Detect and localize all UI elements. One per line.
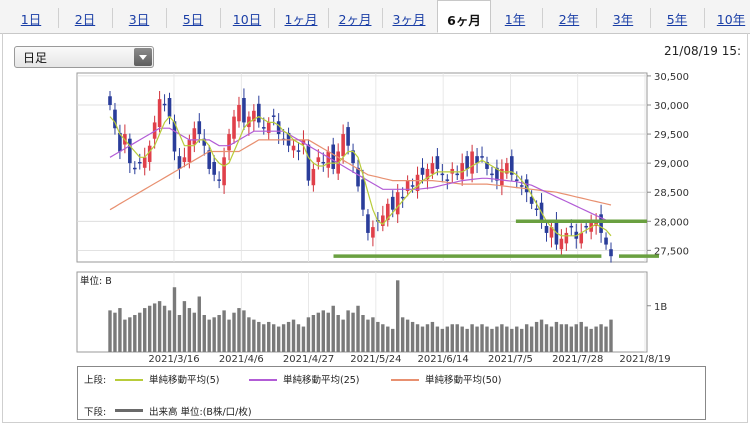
timeframe-tabbar: 1日 2日 3日 5日 10日 1ヶ月 2ヶ月 3ヶ月 6ヶ月 1年 2年 3年 5年 10年 bbox=[0, 0, 750, 34]
tab-separator bbox=[58, 8, 59, 28]
legend-item-ma50: 単純移動平均(50) bbox=[425, 375, 502, 386]
tab-separator bbox=[542, 8, 543, 28]
tab-separator bbox=[596, 8, 597, 28]
tab-7[interactable]: 3ヶ月 bbox=[392, 12, 426, 27]
tab-11[interactable]: 3年 bbox=[612, 12, 634, 27]
tab-separator bbox=[704, 8, 705, 28]
period-select-value: 日足 bbox=[23, 51, 48, 65]
legend-item-volume: 出来高 単位:(B株/口/枚) bbox=[149, 407, 252, 418]
chart-legend: 上段: 単純移動平均(5) 単純移動平均(25) 単純移動平均(50) 下段: … bbox=[77, 366, 706, 420]
tab-separator bbox=[274, 8, 275, 28]
tab-separator bbox=[328, 8, 329, 28]
chart-panel bbox=[2, 33, 748, 423]
chevron-down-icon bbox=[134, 48, 152, 66]
legend-lower-label: 下段: bbox=[84, 407, 107, 418]
tab-separator bbox=[166, 8, 167, 28]
legend-item-ma25: 単純移動平均(25) bbox=[283, 375, 360, 386]
tab-10[interactable]: 2年 bbox=[558, 12, 580, 27]
period-select[interactable]: 日足 bbox=[14, 46, 154, 68]
legend-swatch-ma5 bbox=[115, 379, 143, 381]
tab-9[interactable]: 1年 bbox=[504, 12, 526, 27]
tab-3[interactable]: 5日 bbox=[182, 12, 204, 27]
timestamp: 21/08/19 15: bbox=[664, 44, 742, 58]
tab-separator bbox=[382, 8, 383, 28]
tab-13[interactable]: 10年 bbox=[716, 12, 746, 27]
legend-swatch-ma25 bbox=[249, 379, 277, 381]
tab-separator bbox=[220, 8, 221, 28]
tab-separator bbox=[112, 8, 113, 28]
legend-swatch-volume bbox=[115, 409, 143, 412]
tab-0[interactable]: 1日 bbox=[20, 12, 42, 27]
tab-5[interactable]: 1ヶ月 bbox=[284, 12, 318, 27]
tab-2[interactable]: 3日 bbox=[128, 12, 150, 27]
tab-8[interactable]: 6ヶ月 bbox=[437, 0, 491, 33]
legend-swatch-ma50 bbox=[391, 379, 419, 381]
tab-12[interactable]: 5年 bbox=[666, 12, 688, 27]
tab-6[interactable]: 2ヶ月 bbox=[338, 12, 372, 27]
tab-separator bbox=[650, 8, 651, 28]
tab-1[interactable]: 2日 bbox=[74, 12, 96, 27]
legend-upper-label: 上段: bbox=[84, 375, 107, 386]
legend-item-ma5: 単純移動平均(5) bbox=[149, 375, 220, 386]
tab-4[interactable]: 10日 bbox=[232, 12, 262, 27]
